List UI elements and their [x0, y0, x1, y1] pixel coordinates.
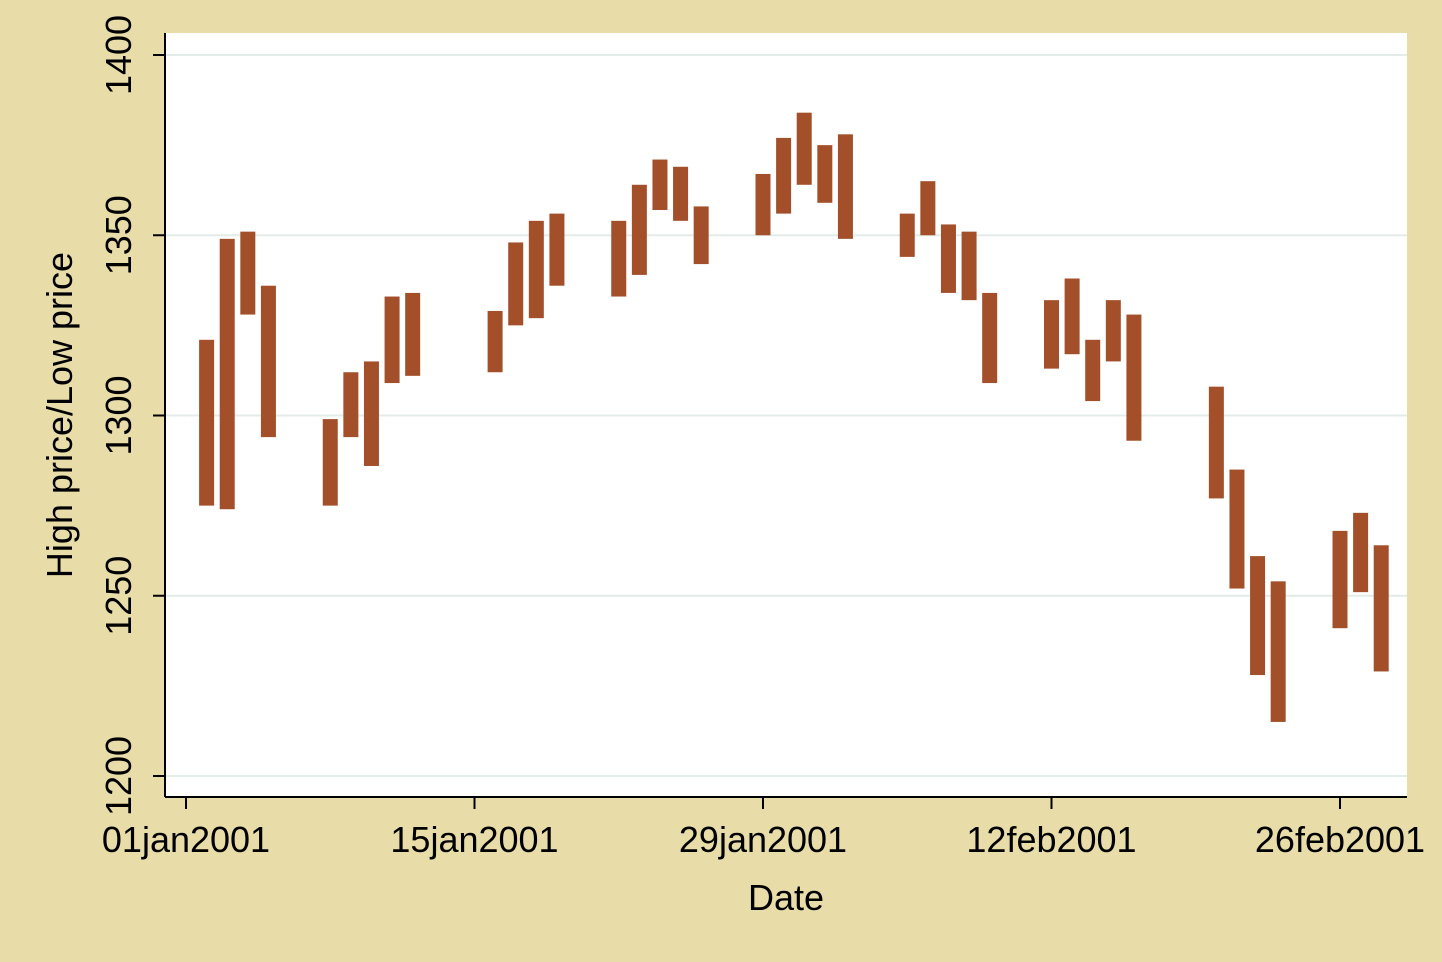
- price-range-bar: [837, 134, 853, 239]
- price-range-bar: [920, 181, 936, 236]
- price-range-bar: [384, 296, 400, 384]
- price-range-bar: [982, 292, 998, 384]
- price-range-bar: [652, 159, 668, 211]
- price-range-bar: [1270, 581, 1286, 722]
- price-range-bar: [549, 213, 565, 286]
- x-tick-label: 15jan2001: [390, 819, 558, 860]
- y-tick-label: 1200: [98, 736, 139, 816]
- y-tick-label: 1300: [98, 375, 139, 455]
- price-range-bar: [199, 339, 215, 506]
- price-range-bar: [817, 145, 833, 203]
- price-range-bar: [1208, 386, 1224, 499]
- price-range-bar: [961, 231, 977, 301]
- price-range-bars: [199, 112, 1389, 722]
- price-range-bar: [322, 419, 338, 506]
- y-tick-label: 1350: [98, 195, 139, 275]
- price-range-bar: [1044, 300, 1059, 369]
- price-range-bar: [611, 220, 627, 297]
- price-range-bar: [1353, 512, 1369, 593]
- x-tick-label: 01jan2001: [102, 819, 270, 860]
- price-range-bar: [1126, 314, 1142, 441]
- price-range-bar: [343, 372, 359, 438]
- y-tick-label: 1400: [98, 15, 139, 95]
- price-range-bar: [487, 310, 503, 373]
- price-range-bar: [528, 220, 544, 319]
- price-range-bar: [240, 231, 256, 315]
- price-range-bar: [796, 112, 812, 185]
- price-range-bar: [405, 292, 421, 376]
- price-range-bar: [1373, 545, 1389, 672]
- x-tick-label: 29jan2001: [679, 819, 847, 860]
- price-range-bar: [631, 184, 647, 275]
- y-tick-label: 1250: [98, 556, 139, 636]
- price-range-bar: [363, 361, 379, 466]
- price-range-bar: [1250, 556, 1266, 676]
- x-axis-title: Date: [748, 877, 824, 918]
- price-range-bar: [899, 213, 915, 257]
- price-range-bar: [1105, 300, 1121, 362]
- price-range-bar: [219, 238, 235, 510]
- price-range-bar: [260, 285, 276, 438]
- price-range-bar: [508, 242, 524, 326]
- price-range-bar: [1064, 278, 1080, 355]
- x-axis-ticks: 01jan2001 15jan2001 29jan2001 12feb2001 26fe…: [102, 797, 1425, 860]
- y-axis-title: High price/Low price: [39, 252, 80, 578]
- gridlines: [165, 54, 1407, 777]
- price-range-bar: [1332, 530, 1348, 629]
- price-range-bar: [940, 224, 956, 293]
- price-range-bar: [755, 173, 771, 236]
- y-axis-ticks: 1200 1250 1300 1350 1400: [98, 15, 165, 816]
- price-range-bar: [1085, 339, 1101, 402]
- price-range-bar: [693, 206, 709, 265]
- price-range-bar: [673, 166, 689, 221]
- price-range-bar: [1229, 469, 1245, 589]
- price-range-bar: [776, 137, 792, 214]
- x-tick-label: 26feb2001: [1255, 819, 1425, 860]
- x-tick-label: 12feb2001: [966, 819, 1136, 860]
